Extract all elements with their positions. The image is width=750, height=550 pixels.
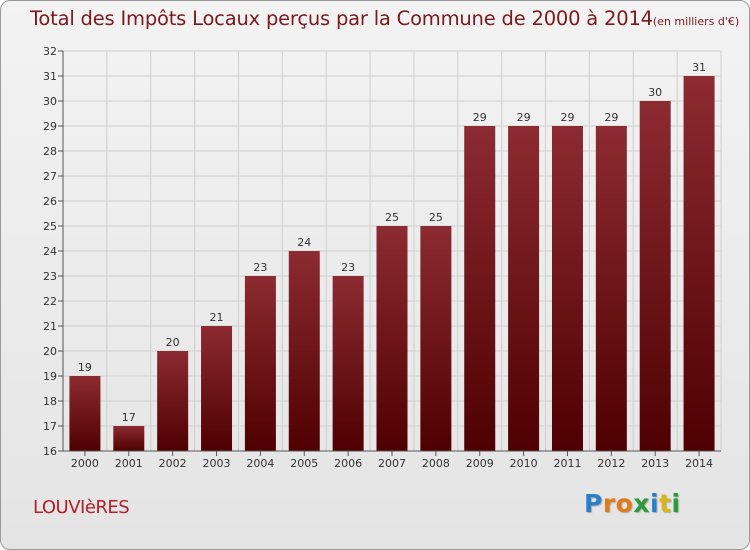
bar-value-label: 17 [122,411,136,424]
bar [332,276,364,451]
y-tick-label: 16 [43,445,57,458]
y-tick-label: 28 [43,145,57,158]
x-tick-label: 2011 [553,457,581,470]
x-tick-label: 2007 [378,457,406,470]
y-tick-label: 24 [43,245,57,258]
commune-name: LOUVIèRES [33,497,130,518]
x-tick-label: 2014 [685,457,713,470]
bar-value-label: 21 [210,311,224,324]
y-tick-label: 21 [43,320,57,333]
x-tick-label: 2000 [71,457,99,470]
x-tick-label: 2004 [246,457,274,470]
title-unit: (en milliers d'€) [652,15,740,28]
bar-value-label: 20 [166,336,180,349]
bar-value-label: 29 [604,111,618,124]
bar [113,426,145,451]
bar [508,126,540,451]
y-tick-label: 25 [43,220,57,233]
y-tick-label: 22 [43,295,57,308]
x-tick-label: 2013 [641,457,669,470]
bar-value-label: 31 [692,61,706,74]
bar [157,351,189,451]
logo-letter: r [602,489,616,518]
bar [420,226,452,451]
logo-letter: P [584,489,603,518]
bar-value-label: 30 [648,86,662,99]
x-tick-label: 2009 [466,457,494,470]
bar [201,326,233,451]
bar [595,126,627,451]
proxiti-logo[interactable]: Proxiti [584,489,681,518]
bar-value-label: 29 [517,111,531,124]
bar [551,126,583,451]
bar-value-label: 29 [560,111,574,124]
y-tick-label: 29 [43,120,57,133]
y-tick-label: 18 [43,395,57,408]
y-tick-label: 31 [43,70,57,83]
x-tick-label: 2012 [597,457,625,470]
bars: 19 17 20 21 23 24 23 25 25 29 29 29 29 30 31 [69,61,715,451]
axes: 16 17 18 19 20 21 22 23 24 25 26 27 28 29 30 31 32 2000 20… [43,45,721,470]
y-tick-label: 30 [43,95,57,108]
y-tick-label: 32 [43,45,57,58]
y-tick-label: 19 [43,370,57,383]
bar-value-label: 24 [297,236,311,249]
x-tick-label: 2005 [290,457,318,470]
bar-value-label: 23 [341,261,355,274]
bar-value-label: 23 [253,261,267,274]
bar [464,126,496,451]
x-tick-label: 2002 [159,457,187,470]
y-tick-label: 27 [43,170,57,183]
x-tick-label: 2003 [203,457,231,470]
chart-title: Total des Impôts Locaux perçus par la Co… [30,7,739,30]
bar [683,76,715,451]
logo-letter: x [633,489,650,518]
bar [639,101,671,451]
bar [69,376,101,451]
y-tick-label: 26 [43,195,57,208]
logo-letter: t [659,489,672,518]
x-tick-label: 2010 [510,457,538,470]
logo-letter: i [671,489,681,518]
title-text: Total des Impôts Locaux perçus par la Co… [30,7,653,30]
bar [376,226,408,451]
logo-letter: i [650,489,660,518]
x-tick-label: 2006 [334,457,362,470]
bar [288,251,320,451]
y-tick-label: 23 [43,270,57,283]
logo-letter: o [615,489,634,518]
bar-value-label: 19 [78,361,92,374]
bar-value-label: 29 [473,111,487,124]
x-tick-label: 2008 [422,457,450,470]
bar [244,276,276,451]
x-tick-label: 2001 [115,457,143,470]
bar-value-label: 25 [385,211,399,224]
bar-value-label: 25 [429,211,443,224]
y-tick-label: 17 [43,420,57,433]
y-tick-label: 20 [43,345,57,358]
